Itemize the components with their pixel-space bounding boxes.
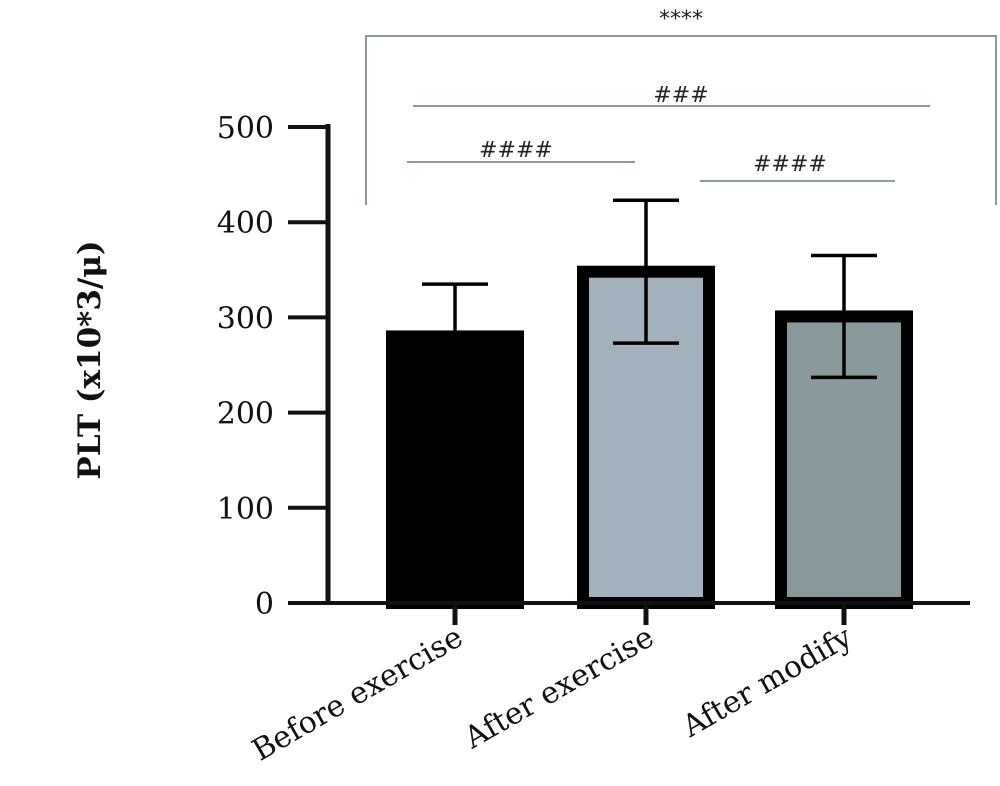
y-ticks: 0 100 200 300 400 500 [217, 111, 330, 622]
y-tick-label: 300 [217, 301, 274, 336]
x-category-label: Before exercise [246, 620, 469, 769]
significance-label: #### [479, 138, 553, 163]
significance-label: ### [653, 83, 708, 108]
y-axis-label: PLT (x10*3/μ) [72, 240, 108, 479]
y-tick-label: 200 [217, 397, 274, 432]
y-tick-label: 400 [217, 206, 274, 241]
bars [386, 198, 913, 609]
significance-annotations: ****########### [365, 7, 997, 205]
significance-bracket [365, 35, 997, 205]
y-tick-label: 0 [255, 587, 274, 622]
x-category-label: After modify [676, 620, 858, 745]
axes [288, 124, 970, 605]
x-category-label: After exercise [458, 620, 660, 757]
y-tick-label: 100 [217, 492, 274, 527]
significance-label: #### [753, 152, 827, 177]
y-tick-label: 500 [217, 111, 274, 146]
significance-label: **** [659, 7, 703, 32]
